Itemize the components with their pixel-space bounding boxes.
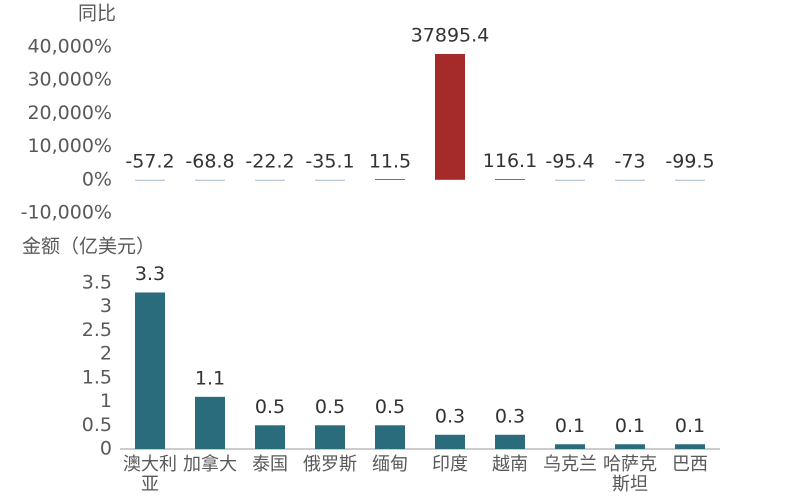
- data-label: -68.8: [185, 150, 234, 172]
- bar: [435, 434, 465, 449]
- data-label: 0.1: [555, 415, 585, 437]
- bar: [375, 425, 405, 449]
- bar: [255, 179, 285, 181]
- data-label: 3.3: [135, 263, 165, 285]
- data-label: 116.1: [483, 150, 537, 172]
- y-tick-label: 20,000%: [27, 102, 112, 124]
- y-tick-label: 40,000%: [27, 36, 112, 58]
- y-tick-label: 3: [100, 295, 112, 317]
- x-tick-label: 泰国: [252, 454, 288, 475]
- y-tick-label: 2.5: [82, 319, 112, 341]
- y-tick-label: 1.5: [82, 366, 112, 388]
- x-tick-label: 乌克兰: [543, 454, 597, 475]
- bar: [135, 292, 165, 449]
- data-label: 0.1: [675, 415, 705, 437]
- data-label: 1.1: [195, 367, 225, 389]
- y-tick-label: 0%: [82, 168, 112, 190]
- y-tick-label: 1: [100, 390, 112, 412]
- data-label: 37895.4: [411, 24, 490, 46]
- y-tick-label: 3.5: [82, 272, 112, 294]
- data-label: -22.2: [245, 150, 294, 172]
- bar: [195, 179, 225, 181]
- bar: [555, 179, 585, 181]
- data-label: 0.5: [255, 396, 285, 418]
- y-tick-label: -10,000%: [21, 202, 112, 224]
- y-axis-title: 同比: [78, 3, 116, 25]
- x-tick-label: 越南: [492, 454, 528, 475]
- y-tick-label: 0.5: [82, 414, 112, 436]
- y-axis-title: 金额（亿美元）: [22, 236, 155, 258]
- bar: [135, 179, 165, 181]
- bar: [495, 434, 525, 449]
- y-tick-label: 0: [100, 438, 112, 460]
- bar: [615, 179, 645, 181]
- bar: [315, 425, 345, 449]
- x-tick-label: 加拿大: [183, 454, 237, 475]
- x-tick-label: 俄罗斯: [303, 454, 357, 475]
- bar: [435, 53, 465, 180]
- bar: [195, 396, 225, 449]
- bar: [315, 179, 345, 181]
- data-label: -95.4: [545, 150, 594, 172]
- data-label: 0.1: [615, 415, 645, 437]
- bar: [615, 444, 645, 449]
- bar: [375, 179, 405, 180]
- y-tick-label: 2: [100, 343, 112, 365]
- x-tick-label: 缅甸: [372, 454, 408, 475]
- data-label: -35.1: [305, 150, 354, 172]
- data-label: -73: [614, 150, 645, 172]
- x-tick-label: 澳大利亚: [123, 454, 177, 495]
- x-tick-label: 印度: [432, 454, 468, 475]
- y-tick-label: 10,000%: [27, 135, 112, 157]
- bar: [555, 444, 585, 449]
- bar: [675, 444, 705, 449]
- data-label: -99.5: [665, 150, 714, 172]
- data-label: 0.3: [435, 405, 465, 427]
- bar: [675, 179, 705, 181]
- y-tick-label: 30,000%: [27, 69, 112, 91]
- bar: [495, 179, 525, 180]
- data-label: 0.5: [375, 396, 405, 418]
- x-tick-label: 巴西: [672, 454, 708, 475]
- data-label: 11.5: [369, 150, 411, 172]
- data-label: 0.3: [495, 405, 525, 427]
- x-tick-label: 哈萨克斯坦: [603, 454, 657, 495]
- data-label: -57.2: [125, 150, 174, 172]
- bar: [255, 425, 285, 449]
- data-label: 0.5: [315, 396, 345, 418]
